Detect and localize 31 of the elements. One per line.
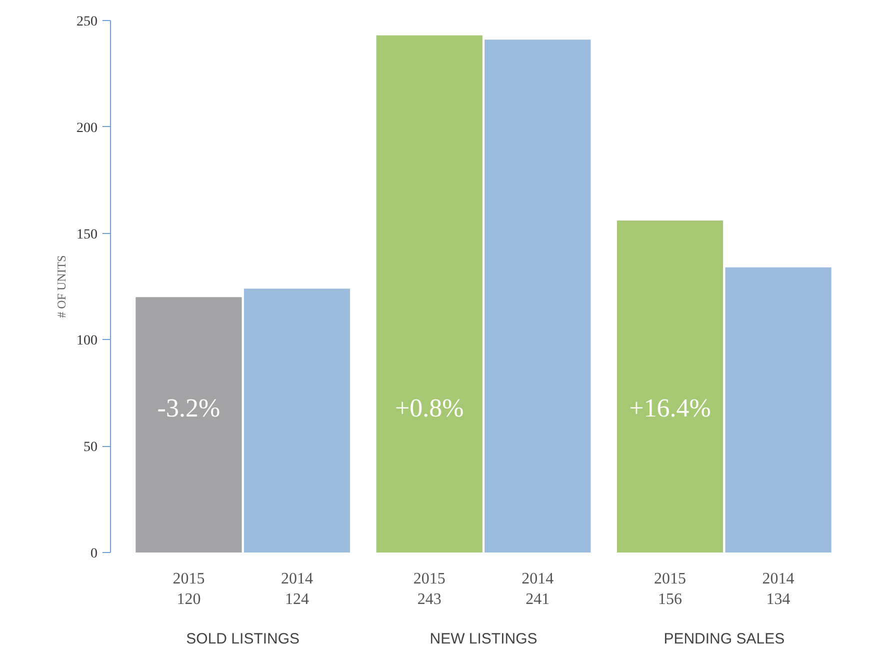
annotation: +16.4%	[629, 393, 711, 422]
text: 2015	[654, 570, 686, 588]
data-label: 134	[766, 590, 790, 608]
bar	[376, 35, 482, 552]
y-tick-label: 200	[76, 120, 98, 136]
bar	[484, 40, 591, 552]
annotation: +0.8%	[394, 393, 464, 422]
y-tick-label: 100	[76, 334, 98, 349]
data-label: 120	[176, 590, 201, 608]
y-tick-label: 0	[90, 546, 98, 562]
y-axis-title: # OF UNITS	[54, 255, 68, 318]
text: 2014	[522, 570, 554, 588]
text: 2015	[413, 570, 446, 588]
x-tick-label: NEW LISTINGS	[430, 630, 538, 648]
x-tick-label: PENDING SALES	[664, 630, 785, 648]
x-tick-label: SOLD LISTINGS	[186, 630, 300, 648]
bar	[616, 220, 724, 552]
series-label: 2015	[172, 570, 205, 588]
series-label: 2014	[281, 570, 313, 588]
bar	[136, 297, 242, 552]
data-label: 241	[526, 590, 550, 608]
y-tick-label: 50	[84, 440, 98, 456]
data-label: 156	[658, 590, 682, 608]
bar	[244, 288, 350, 552]
text: 2014	[762, 570, 794, 588]
data-label: 243	[417, 590, 442, 608]
data-label: 124	[285, 590, 309, 608]
y-tick-label: 150	[76, 227, 98, 242]
bar	[725, 267, 832, 552]
annotation: -3.2%	[157, 393, 220, 422]
y-tick-label: 250	[76, 14, 98, 30]
